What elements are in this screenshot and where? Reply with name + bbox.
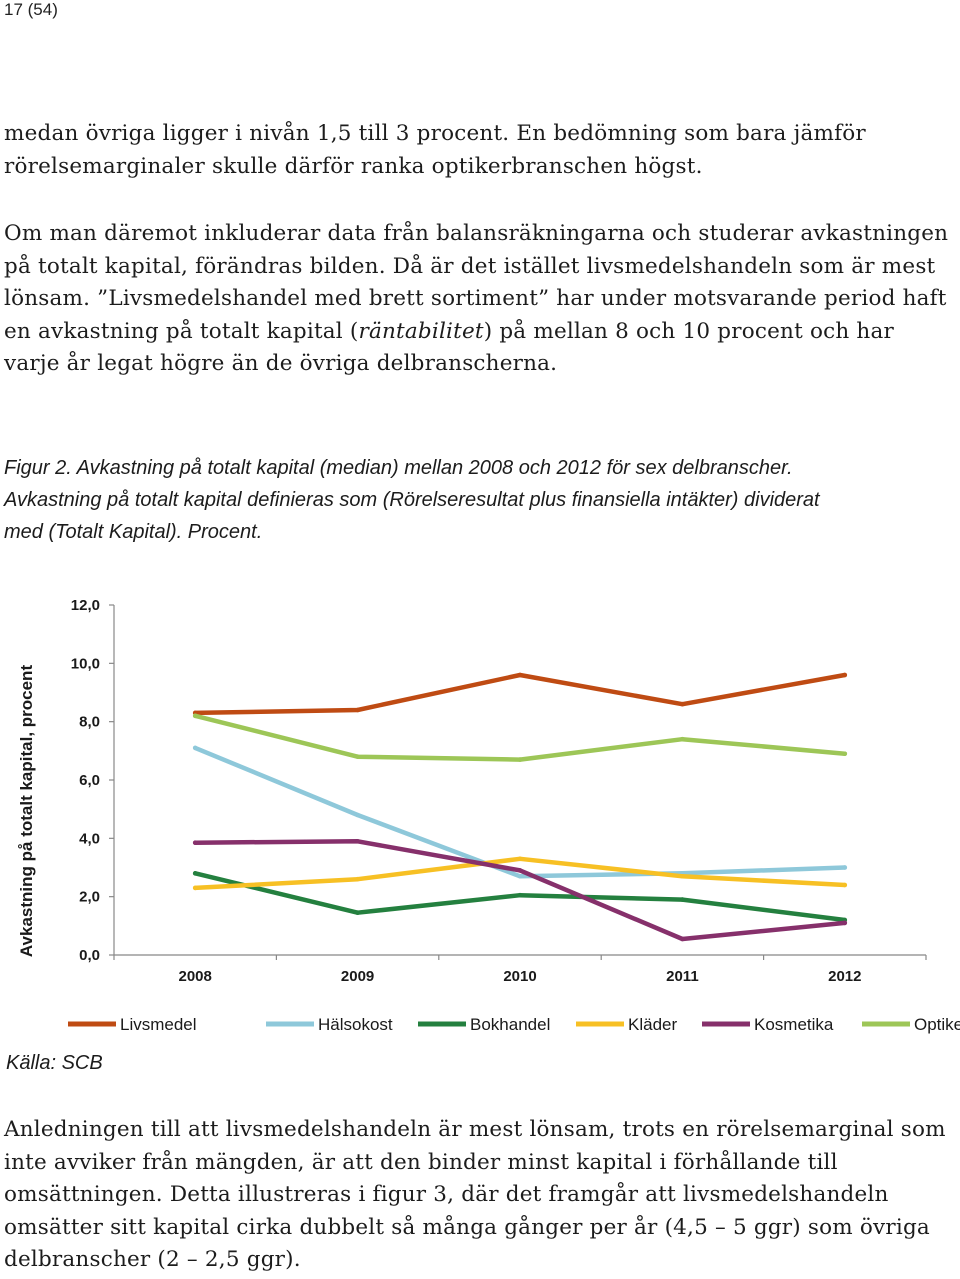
data-point-h-lsokost bbox=[192, 745, 198, 751]
data-point-kl-der bbox=[680, 873, 685, 879]
line-chart: 0,0 2,0 4,0 6,0 8,0 10,0 12,0 2008 2009 2010 2011 2… bbox=[17, 597, 960, 1034]
x-tick-label: 2012 bbox=[828, 968, 861, 985]
legend-label-livsmedel: Livsmedel bbox=[120, 1015, 197, 1034]
chart-ticks: 0,0 2,0 4,0 6,0 8,0 10,0 12,0 2008 2009 2010 2011 2… bbox=[71, 597, 927, 985]
caption-line-3: med (Totalt Kapital). Procent. bbox=[4, 521, 263, 543]
data-point-bokhandel bbox=[192, 871, 198, 876]
data-point-kosmetika bbox=[842, 920, 848, 926]
series-line-optiker bbox=[192, 713, 848, 762]
legend-label-kl-der: Kläder bbox=[628, 1015, 677, 1034]
y-tick-label: 6,0 bbox=[79, 772, 100, 789]
data-point-bokhandel bbox=[517, 892, 523, 898]
legend-label-optiker: Optiker bbox=[914, 1015, 960, 1034]
x-tick-label: 2009 bbox=[341, 968, 374, 985]
data-point-bokhandel bbox=[355, 910, 360, 916]
data-point-h-lsokost bbox=[842, 865, 848, 870]
data-point-kl-der bbox=[192, 885, 198, 891]
legend-label-h-lsokost: Hälsokost bbox=[318, 1015, 393, 1034]
data-point-optiker bbox=[517, 757, 523, 762]
page-number: 17 (54) bbox=[4, 0, 58, 19]
data-point-kosmetika bbox=[680, 936, 685, 942]
y-tick-label: 12,0 bbox=[71, 597, 100, 614]
paragraph-3: Anledningen till att livsmedelshandeln ä… bbox=[4, 1117, 946, 1272]
data-point-optiker bbox=[680, 736, 685, 742]
data-point-kosmetika bbox=[517, 868, 523, 873]
y-tick-label: 0,0 bbox=[79, 947, 100, 964]
legend-label-kosmetika: Kosmetika bbox=[754, 1015, 834, 1034]
data-point-h-lsokost bbox=[355, 812, 360, 818]
data-point-livsmedel bbox=[842, 672, 848, 678]
y-tick-label: 8,0 bbox=[79, 714, 100, 731]
series-line-kosmetika bbox=[192, 839, 848, 942]
caption-line-1: Figur 2. Avkastning på totalt kapital (m… bbox=[4, 457, 793, 479]
figure-caption: Figur 2. Avkastning på totalt kapital (m… bbox=[4, 452, 960, 548]
paragraph-2-start: Om man däremot inkluderar data från bala… bbox=[4, 221, 949, 344]
data-point-kosmetika bbox=[192, 840, 198, 846]
chart-lines bbox=[192, 672, 848, 942]
data-point-livsmedel bbox=[355, 707, 360, 713]
data-point-kl-der bbox=[517, 856, 523, 862]
caption-line-2: Avkastning på totalt kapital definieras … bbox=[4, 489, 820, 511]
data-point-livsmedel bbox=[517, 672, 523, 678]
chart-legend: Livsmedel Hälsokost Bokhandel Kläder Kosmeti… bbox=[68, 1015, 960, 1034]
paragraph-2-end: ) på mellan 8 och 10 procent och har var… bbox=[4, 318, 894, 377]
data-point-optiker bbox=[192, 713, 198, 719]
series-line-kl-der bbox=[192, 856, 848, 891]
y-tick-label: 4,0 bbox=[79, 830, 100, 847]
data-point-bokhandel bbox=[680, 897, 685, 902]
data-point-h-lsokost bbox=[517, 873, 523, 879]
data-point-livsmedel bbox=[680, 701, 685, 707]
data-point-kl-der bbox=[355, 876, 360, 882]
x-tick-label: 2011 bbox=[666, 968, 699, 985]
y-tick-label: 10,0 bbox=[71, 655, 100, 672]
y-axis-label: Avkastning på totalt kapital, procent bbox=[17, 665, 36, 958]
data-point-optiker bbox=[842, 751, 848, 757]
paragraph-2: Om man däremot inkluderar data från bala… bbox=[4, 218, 956, 381]
source-label: Källa: SCB bbox=[6, 1052, 103, 1074]
data-point-kosmetika bbox=[355, 838, 360, 844]
italic-term: räntabilitet bbox=[358, 318, 484, 344]
legend-label-bokhandel: Bokhandel bbox=[470, 1015, 550, 1034]
chart-axes bbox=[113, 605, 926, 956]
y-tick-label: 2,0 bbox=[79, 889, 100, 906]
data-point-kl-der bbox=[842, 882, 848, 888]
x-tick-label: 2010 bbox=[503, 968, 536, 985]
x-tick-label: 2008 bbox=[179, 968, 212, 985]
series-line-livsmedel bbox=[192, 672, 848, 716]
paragraph-1: medan övriga ligger i nivån 1,5 till 3 p… bbox=[4, 121, 866, 179]
data-point-optiker bbox=[355, 754, 360, 759]
